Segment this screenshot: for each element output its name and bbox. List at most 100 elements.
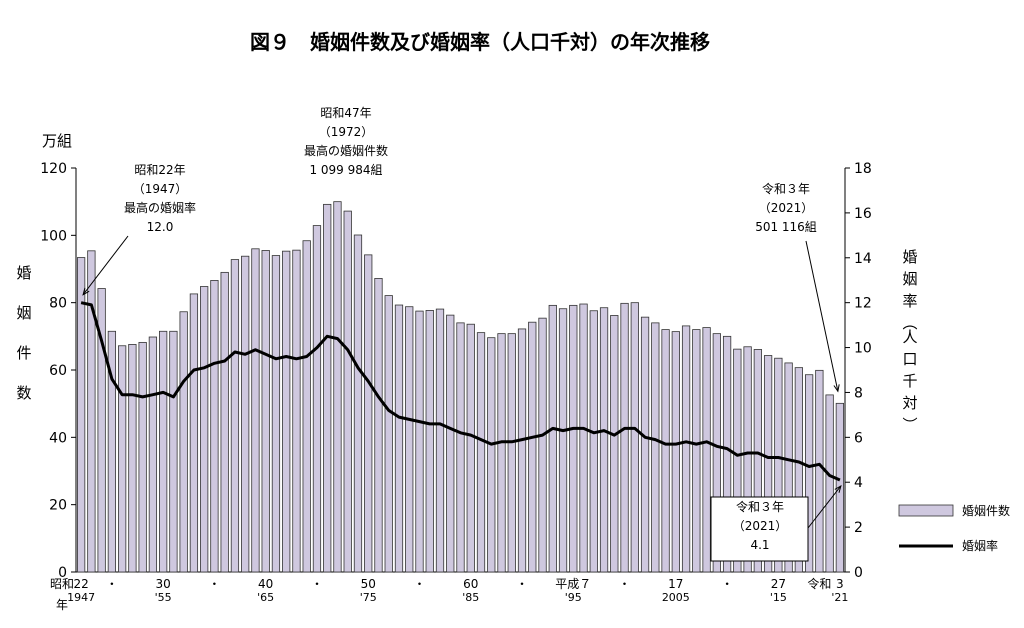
bar-count (405, 306, 414, 573)
annotation-text: 最高の婚姻率 (124, 200, 196, 215)
x-tick-label: 50 (361, 577, 376, 591)
bar-count (712, 333, 721, 573)
bar-series (77, 201, 845, 573)
left-axis-label-char: 婚 (16, 264, 31, 282)
bar-count (620, 302, 629, 573)
bar-count (200, 286, 209, 573)
x-tick-label: ・ (516, 577, 528, 591)
x-tick-year: '75 (360, 591, 377, 604)
annotation-text: 1 099 984組 (309, 163, 382, 177)
bar-count (487, 337, 496, 573)
x-tick-year: 1947 (67, 591, 95, 604)
bar-count (815, 369, 824, 573)
x-tick-label: ・ (208, 577, 220, 591)
left-tick-label: 120 (40, 161, 67, 177)
annotation-text: 昭和22年 (134, 163, 185, 177)
legend-line-label: 婚姻率 (962, 538, 998, 553)
bar-count (599, 307, 609, 573)
annotation-text: （2021） (733, 519, 788, 533)
bar-count (333, 201, 342, 573)
x-tick-label: 60 (463, 577, 478, 591)
bar-count (312, 225, 322, 573)
x-tick-label: 17 (668, 577, 683, 591)
bar-count (774, 357, 783, 573)
right-axis-label-char: 口 (902, 350, 917, 368)
bar-count (804, 374, 814, 573)
bar-count (148, 336, 158, 573)
bar-count (476, 332, 486, 573)
right-axis: 0 2 4 6 8 10 12 14 16 18 婚姻率 ︵人口千対 ︶ (845, 161, 918, 581)
right-tick-label: 4 (854, 475, 863, 491)
bar-count (794, 367, 803, 573)
bar-count (538, 317, 547, 573)
left-axis-unit: 万組 (42, 132, 72, 150)
bar-count (282, 250, 291, 573)
x-tick-label: 3 (836, 577, 844, 591)
x-tick-label: 27 (771, 577, 786, 591)
bar-count (230, 259, 240, 573)
x-tick-label: ・ (619, 577, 631, 591)
bar-count (87, 250, 96, 573)
bar-count (118, 345, 127, 573)
right-tick-label: 18 (854, 161, 872, 177)
x-tick-year: '95 (565, 591, 582, 604)
bar-count (241, 255, 250, 573)
leader-2021-count-head (833, 384, 840, 393)
right-tick-label: 10 (854, 341, 872, 357)
right-tick-label: 12 (854, 296, 872, 312)
bar-count (435, 308, 445, 573)
page-title: 図９ 婚姻件数及び婚姻率（人口千対）の年次推移 (250, 30, 710, 54)
annotations: 昭和22年 （1947） 最高の婚姻率 12.0 昭和47年 （1972） 最高の婚姻件数 1… (82, 106, 842, 562)
left-axis-label-char: 姻 (16, 304, 31, 322)
bar-count (302, 240, 311, 573)
annotation-text: （1947） (133, 182, 188, 196)
legend-bar-swatch (898, 504, 954, 517)
bar-count (548, 304, 557, 573)
bar-count (384, 295, 393, 573)
right-axis-label-char: 対 (902, 394, 917, 412)
bar-count (640, 316, 650, 573)
bar-count (415, 310, 424, 573)
right-axis-label-char: 人 (902, 328, 917, 346)
bar-count (159, 330, 168, 573)
x-tick-label: 40 (258, 577, 273, 591)
bar-count (374, 278, 383, 573)
bar-count (292, 249, 301, 573)
left-tick-label: 60 (49, 363, 67, 379)
x-tick-year: 2005 (662, 591, 690, 604)
bar-count (323, 203, 332, 573)
bar-count (507, 333, 516, 573)
bar-count (528, 321, 537, 573)
rate-line (80, 301, 841, 482)
legend-bar-label: 婚姻件数 (962, 503, 1010, 518)
annotation-text: （1972） (319, 125, 374, 139)
bar-count (169, 330, 178, 573)
x-tick-label: ・ (106, 577, 118, 591)
bar-count (456, 322, 465, 573)
left-tick-label: 40 (49, 430, 67, 446)
bar-count (753, 349, 762, 573)
bar-count (261, 250, 270, 573)
right-axis-label-char: ︶ (902, 416, 917, 434)
leader-1947-head (82, 287, 90, 296)
bar-count (343, 210, 352, 573)
x-tick-year: '15 (770, 591, 787, 604)
leader-1947 (82, 235, 129, 295)
bar-count (425, 310, 434, 573)
line-series (80, 301, 841, 482)
x-tick-label: 平成７ (555, 577, 591, 591)
right-tick-label: 6 (854, 430, 863, 446)
bar-count (661, 329, 670, 573)
bar-count (558, 308, 568, 573)
annotation-text: 令和３年 (762, 181, 810, 196)
right-axis-label-char: 率 (902, 292, 917, 310)
annotation-text: 最高の婚姻件数 (304, 143, 388, 158)
right-axis-label-char: ︵ (902, 314, 917, 332)
bar-count (671, 331, 680, 573)
bar-count (179, 311, 188, 573)
annotation-text: （2021） (759, 201, 814, 215)
x-tick-label: ・ (721, 577, 733, 591)
left-tick-label: 80 (49, 296, 67, 312)
